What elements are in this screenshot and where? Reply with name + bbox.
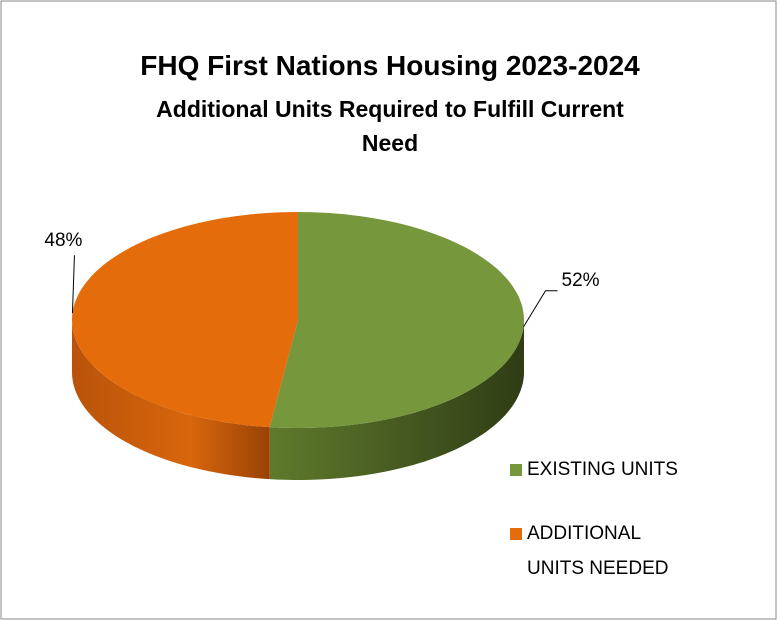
leader-line <box>523 290 558 328</box>
slice-side <box>269 320 524 480</box>
leader-line <box>71 255 75 314</box>
legend-swatch <box>510 528 522 540</box>
legend-label: ADDITIONAL UNITS NEEDED <box>527 523 669 579</box>
data-label: 48% <box>44 230 82 251</box>
legend-swatch <box>510 464 522 476</box>
slice-side <box>72 320 270 480</box>
data-label: 52% <box>562 270 600 291</box>
legend-label: EXISTING UNITS <box>527 459 678 480</box>
pie-slice <box>269 212 524 428</box>
pie-slice <box>72 212 298 428</box>
chart-subtitle: Additional Units Required to Fulfill Cur… <box>156 96 624 156</box>
chart-title: FHQ First Nations Housing 2023-2024 <box>140 50 640 81</box>
